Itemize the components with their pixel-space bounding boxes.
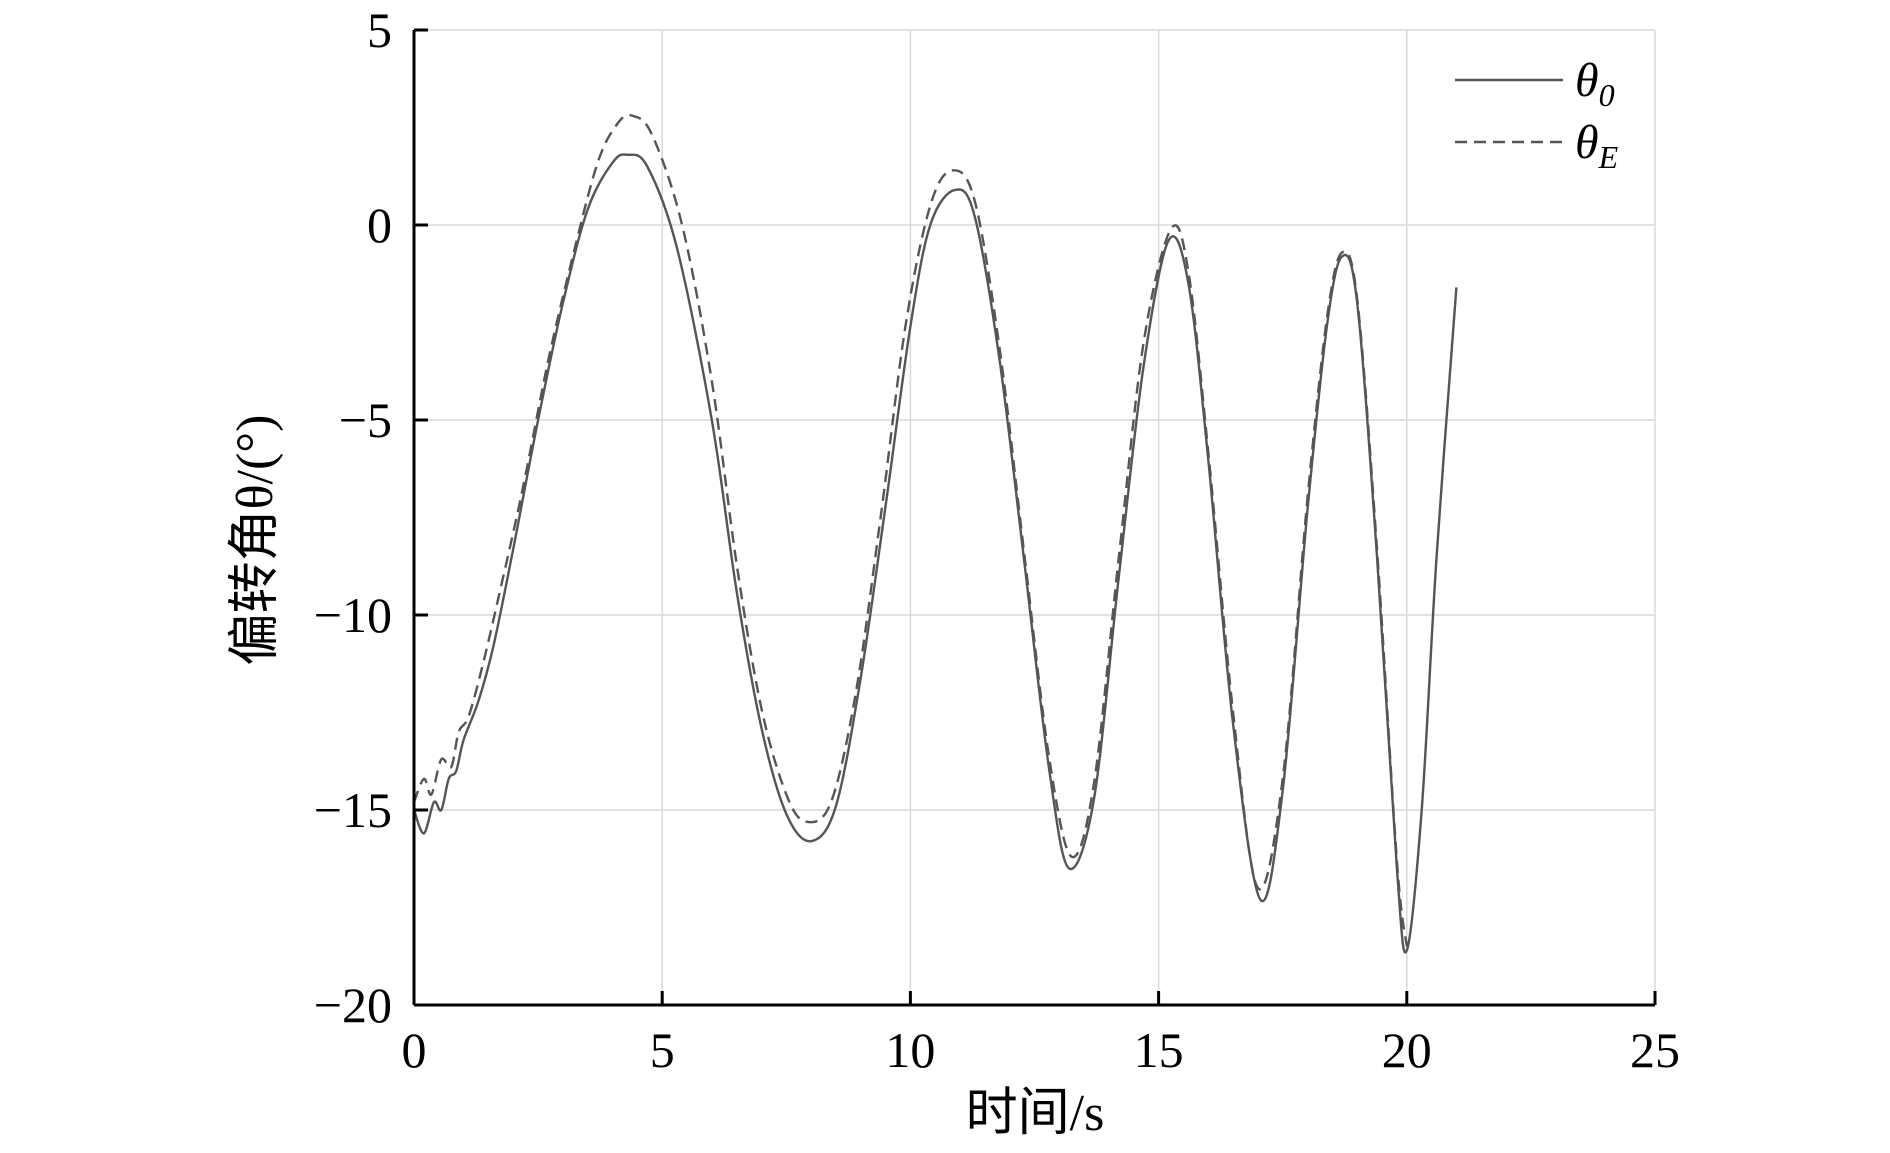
x-tick-label: 25	[1630, 1022, 1680, 1078]
legend-label-2: θE	[1575, 116, 1619, 175]
x-axis-title: 时间/s	[966, 1085, 1105, 1142]
series-layer	[412, 113, 1458, 954]
legend-subscript-2: E	[1598, 139, 1619, 175]
series-line-1	[412, 153, 1458, 954]
y-tick-label: −15	[314, 782, 392, 838]
y-axis-title: 偏转角θ/(°)	[227, 415, 284, 666]
y-ticks: 5 0 −5 −10 −15 −20	[314, 2, 428, 1033]
y-tick-label: 5	[367, 2, 392, 58]
x-tick-label: 0	[402, 1022, 427, 1078]
axes	[412, 30, 1655, 1007]
y-tick-label: −5	[339, 392, 392, 448]
y-tick-label: −20	[314, 977, 392, 1033]
series-line-2	[412, 113, 1408, 947]
x-tick-label: 10	[885, 1022, 935, 1078]
legend-label-1: θ0	[1575, 54, 1615, 113]
x-tick-label: 20	[1382, 1022, 1432, 1078]
x-tick-label: 15	[1134, 1022, 1184, 1078]
x-ticks: 0 5 10 15 20 25	[402, 991, 1680, 1078]
legend-subscript-1: 0	[1599, 77, 1615, 113]
x-tick-label: 5	[650, 1022, 675, 1078]
grid-lines	[414, 29, 1656, 1005]
y-tick-label: −10	[314, 587, 392, 643]
y-tick-label: 0	[367, 197, 392, 253]
